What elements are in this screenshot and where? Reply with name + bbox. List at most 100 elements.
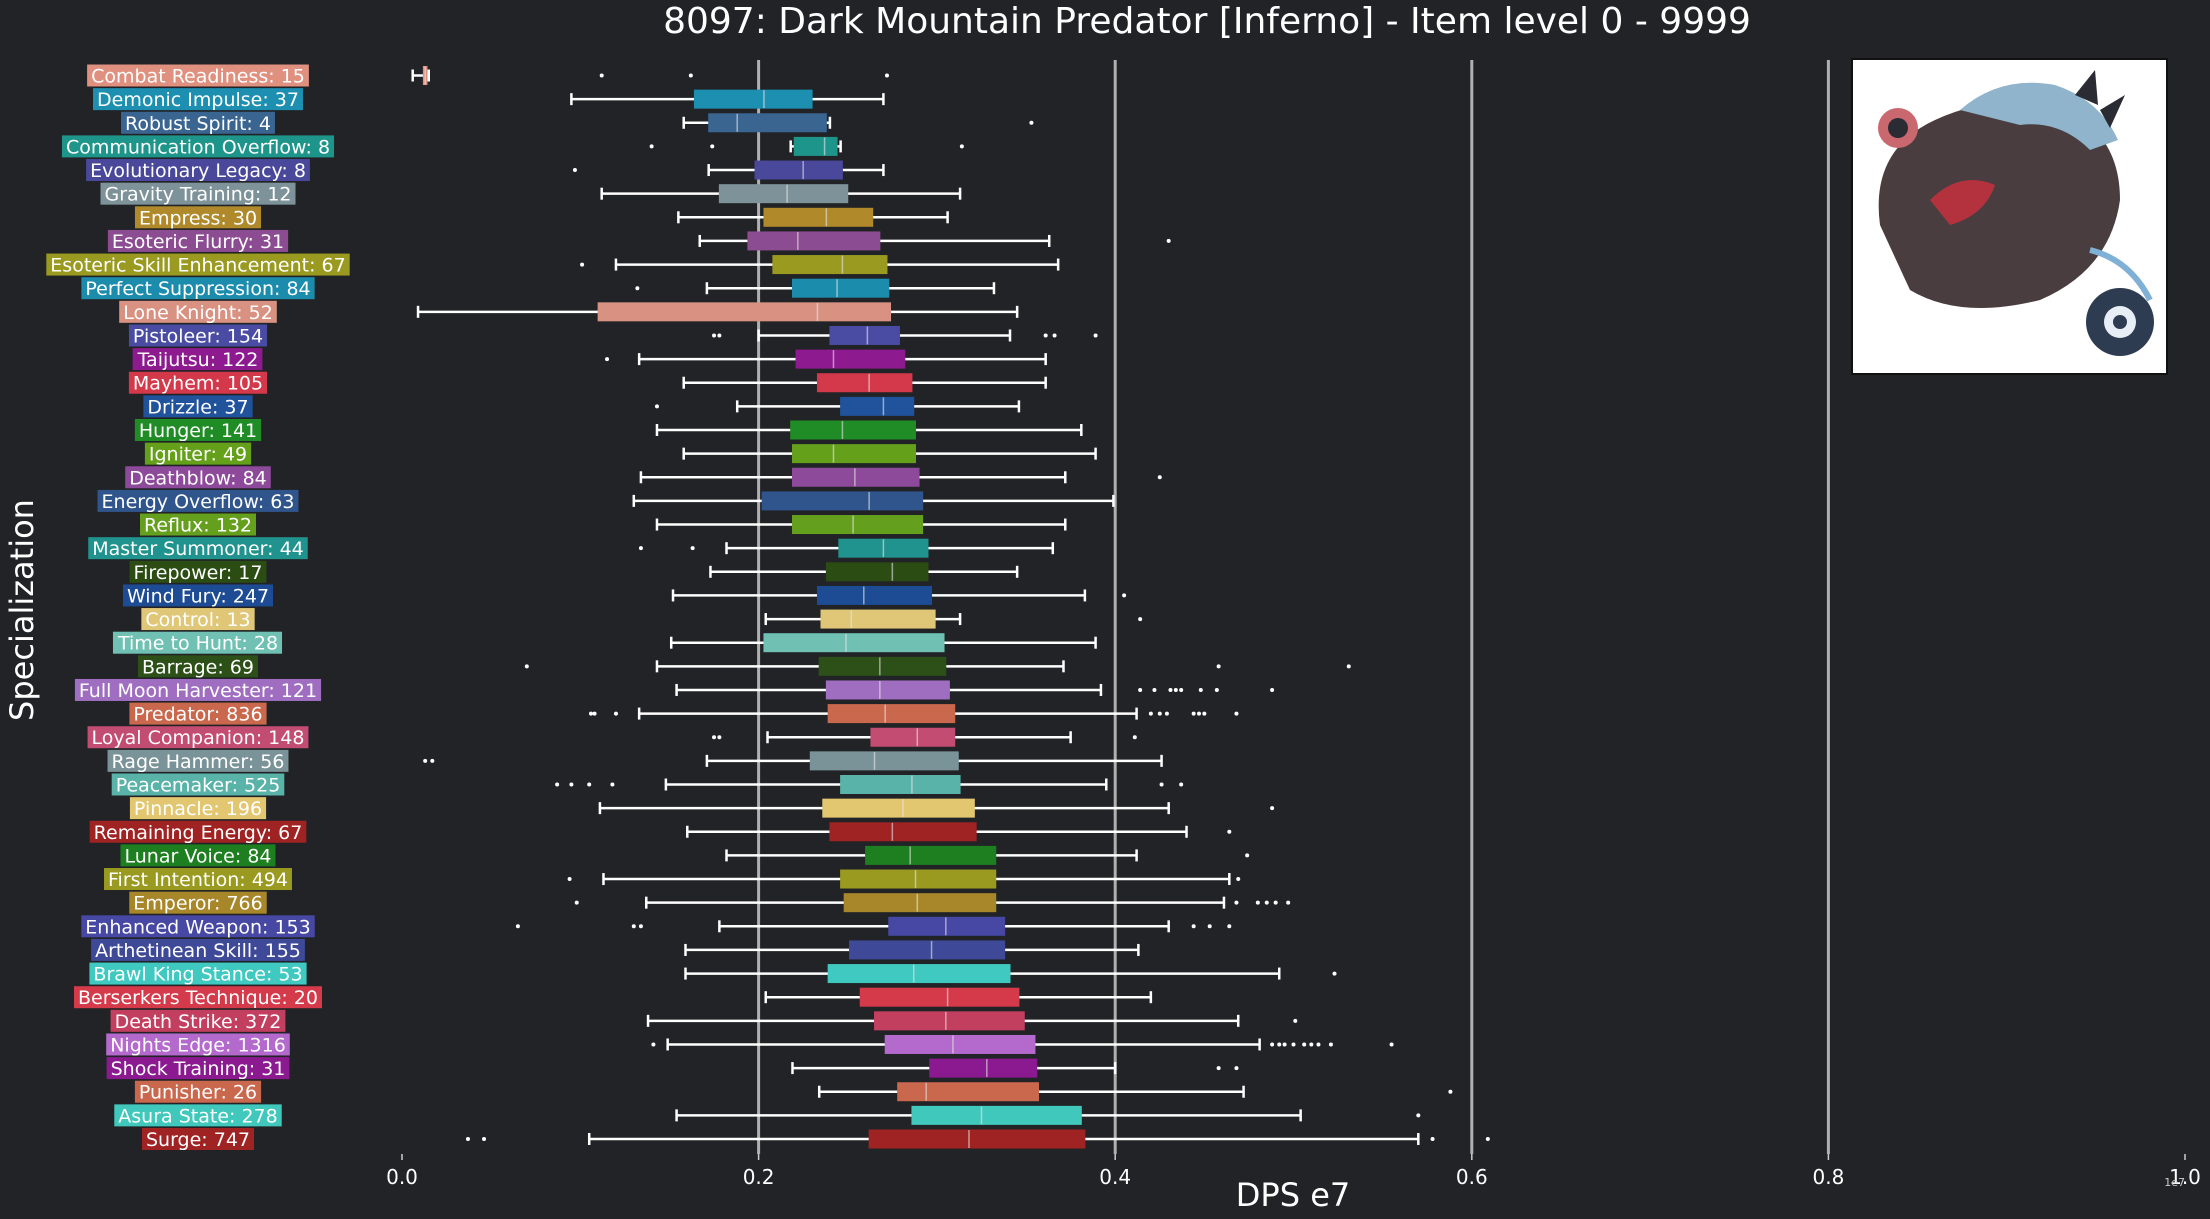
y-category-label-bg (97, 489, 299, 512)
y-category-text: Gravity Training: 12 (104, 184, 291, 206)
outlier-point (1234, 900, 1239, 905)
y-category-text: Drizzle: 37 (147, 396, 248, 418)
y-category-label-bg (74, 678, 322, 701)
y-category-label-bg (86, 159, 310, 182)
outlier-point (1416, 1113, 1421, 1118)
outlier-point (635, 286, 640, 291)
y-category-label: Rage Hammer: 56 (107, 749, 289, 773)
outlier-point (592, 711, 597, 716)
y-category-label-bg (132, 348, 263, 371)
y-category-label: Control: 13 (141, 608, 255, 631)
box-group (524, 656, 1351, 676)
outlier-point (569, 782, 574, 787)
y-category-label-bg (129, 891, 267, 914)
y-category-label: Brawl King Stance: 53 (89, 962, 307, 986)
box-group (651, 1034, 1394, 1054)
y-category-label-bg (140, 513, 256, 536)
box (816, 585, 933, 605)
box (829, 822, 977, 842)
y-category-text: Wind Fury: 247 (127, 585, 269, 607)
outlier-point (605, 357, 610, 362)
y-category-label: Reflux: 132 (140, 513, 256, 537)
box (818, 656, 947, 676)
y-category-label: First Intention: 494 (104, 868, 292, 891)
y-category-label-bg (134, 419, 262, 441)
box (791, 278, 890, 298)
box-group (675, 680, 1275, 700)
outlier-point (1168, 687, 1173, 692)
outlier-point (638, 546, 643, 551)
outlier-point (1293, 1018, 1298, 1023)
y-category-text: Combat Readiness: 15 (91, 66, 305, 88)
outlier-point (1485, 1137, 1490, 1141)
y-category-text: Lunar Voice: 84 (124, 845, 271, 867)
y-category-text: Reflux: 132 (144, 515, 252, 537)
y-category-label: Death Strike: 372 (110, 1009, 286, 1033)
outlier-point (1157, 711, 1162, 716)
y-category-text: Brawl King Stance: 53 (93, 964, 302, 986)
y-category-text: Igniter: 49 (149, 444, 247, 466)
outlier-point (572, 168, 577, 173)
y-category-label-bg (125, 466, 271, 489)
box-group (655, 515, 1067, 535)
box (763, 633, 945, 653)
y-category-label: Evolutionary Legacy: 8 (86, 159, 310, 182)
x-tick-label: 0.0 (386, 1165, 418, 1189)
y-category-label-bg (121, 111, 275, 134)
y-category-label-bg (107, 229, 289, 252)
outlier-point (1179, 687, 1184, 692)
outlier-point (1191, 711, 1196, 716)
y-category-label: Predator: 836 (129, 702, 267, 726)
box-group (764, 609, 1143, 629)
outlier-point (1273, 900, 1278, 905)
box-group (465, 1129, 1490, 1149)
y-category-label-bg (81, 277, 315, 300)
outlier-point (1207, 924, 1212, 929)
outlier-point (1270, 806, 1275, 811)
box (827, 704, 956, 724)
y-category-text: Emperor: 766 (133, 893, 262, 915)
outlier-point (1093, 333, 1098, 338)
outlier-point (524, 664, 529, 669)
outlier-point (1245, 853, 1250, 858)
box-group (555, 775, 1184, 794)
y-category-label-bg (143, 395, 253, 418)
y-category-label-bg (120, 844, 276, 867)
box (791, 467, 920, 487)
outlier-point (465, 1137, 470, 1141)
outlier-point (1389, 1042, 1394, 1047)
box-group (649, 136, 964, 156)
box (859, 987, 1020, 1007)
outlier-point (1159, 782, 1164, 787)
box (816, 373, 913, 393)
y-category-text: Time to Hunt: 28 (117, 633, 278, 655)
y-category-label-bg (100, 182, 296, 205)
box-group (638, 538, 1055, 558)
y-category-label-bg (129, 560, 267, 583)
y-category-text: Esoteric Flurry: 31 (112, 231, 284, 253)
y-category-label-bg (107, 749, 289, 772)
x-tick-label: 0.6 (1456, 1165, 1488, 1189)
box (873, 1011, 1025, 1031)
y-axis-title: Specialization (3, 499, 41, 721)
y-category-label: Remaining Energy: 67 (89, 820, 307, 844)
outlier-point (1202, 711, 1207, 716)
outlier-point (1052, 333, 1057, 338)
box-group (764, 987, 1153, 1007)
outlier-point (1122, 593, 1127, 598)
y-category-label: Mayhem: 105 (128, 371, 268, 395)
box (790, 420, 917, 440)
outlier-point (1216, 664, 1221, 669)
box (825, 562, 929, 582)
box (840, 869, 997, 889)
box (897, 1082, 1040, 1102)
box-group (572, 160, 885, 180)
box-group (598, 798, 1275, 818)
outlier-point (1132, 735, 1137, 740)
outlier-point (1166, 238, 1171, 243)
y-category-label: Asura State: 278 (114, 1104, 282, 1127)
box-group (646, 1011, 1298, 1031)
box (868, 1129, 1086, 1149)
y-category-label: Lunar Voice: 84 (120, 844, 276, 867)
outlier-point (1328, 1042, 1333, 1047)
